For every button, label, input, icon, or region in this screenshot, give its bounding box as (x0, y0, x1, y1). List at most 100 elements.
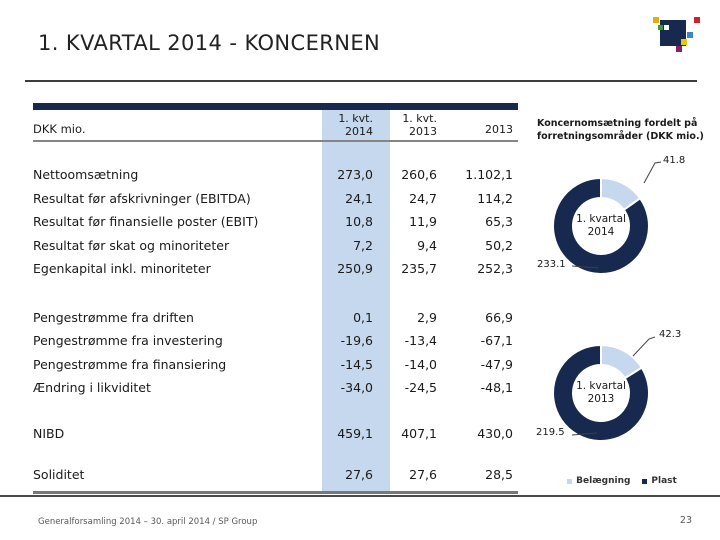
table-top-bar (33, 103, 518, 110)
logo-square-blue (687, 32, 693, 38)
cell-fy-2013: 65,3 (485, 214, 513, 229)
table-row: Ændring i likviditet -34,0 -24,5 -48,1 (33, 380, 518, 396)
chart-legend: Belægning Plast (548, 476, 696, 486)
cell-q1-2013: -14,0 (404, 356, 437, 372)
row-label: Pengestrømme fra finansiering (33, 356, 227, 372)
row-label: Egenkapital inkl. minoriteter (33, 261, 211, 276)
cell-q1-2014: 0,1 (353, 309, 373, 325)
footer-text: Generalforsamling 2014 – 30. april 2014 … (38, 517, 258, 527)
legend-swatch-icon (642, 479, 648, 484)
cell-fy-2013: 252,3 (477, 261, 513, 276)
table-group: Nettoomsætning 273,0 260,6 1.102,1 Resultat … (33, 167, 518, 277)
donut-center-label-2013: 1. kvartal 2013 (576, 380, 626, 405)
cell-fy-2013: -67,1 (480, 333, 513, 348)
financial-table: DKK mio. 1. kvt. 2014 1. kvt. 2013 2013 Ne… (33, 103, 518, 495)
cell-q1-2013: 235,7 (401, 261, 437, 276)
cell-fy-2013: -47,9 (480, 356, 513, 372)
chart-title: Koncernomsætning fordelt på forretningso… (537, 118, 704, 142)
cell-q1-2013: 260,6 (401, 167, 437, 182)
cell-fy-2013: 50,2 (485, 237, 513, 253)
table-row: Resultat før finansielle poster (EBIT) 10… (33, 214, 518, 230)
cell-q1-2013: 2,9 (417, 309, 437, 325)
table-row: Egenkapital inkl. minoriteter 250,9 235,7 2… (33, 261, 518, 277)
table-header-row: DKK mio. 1. kvt. 2014 1. kvt. 2013 2013 (33, 110, 518, 142)
legend-label: Plast (651, 476, 677, 486)
legend-item: Plast (642, 476, 677, 486)
table-group: NIBD 459,1 407,1 430,0 (33, 404, 518, 443)
table-body: Nettoomsætning 273,0 260,6 1.102,1 Resultat … (33, 142, 518, 483)
table-row: Resultat før skat og minoriteter 7,2 9,4 50… (33, 238, 518, 254)
logo-square-white (664, 25, 669, 30)
table-row: Pengestrømme fra finansiering -14,5 -14,0 -… (33, 357, 518, 373)
data-label-belaegning-2014: 41.8 (663, 155, 686, 166)
cell-q1-2014: 7,2 (353, 237, 373, 253)
row-label: Soliditet (33, 467, 85, 482)
logo-square-purple (676, 46, 682, 52)
cell-q1-2014: -19,6 (340, 333, 373, 348)
cell-q1-2014: 250,9 (337, 261, 373, 276)
cell-q1-2014: 273,0 (337, 167, 373, 182)
cell-q1-2013: 11,9 (409, 214, 437, 229)
cell-fy-2013: 66,9 (485, 309, 513, 325)
donut-slice-plast (552, 176, 650, 275)
row-label: Ændring i likviditet (33, 380, 151, 395)
legend-swatch-icon (567, 479, 573, 484)
col-header-q1-2013: 1. kvt. 2013 (402, 112, 437, 138)
table-row: Nettoomsætning 273,0 260,6 1.102,1 (33, 167, 518, 183)
table-row: Resultat før afskrivninger (EBITDA) 24,1 2… (33, 191, 518, 207)
data-label-plast-2014: 233.1 (537, 259, 566, 270)
cell-q1-2013: -13,4 (404, 333, 437, 348)
data-label-belaegning-2013: 42.3 (659, 329, 682, 340)
logo-square-green (658, 25, 663, 30)
table-row: Pengestrømme fra driften 0,1 2,9 66,9 (33, 310, 518, 326)
page-title: 1. KVARTAL 2014 - KONCERNEN (38, 31, 381, 55)
cell-q1-2013: 24,7 (409, 190, 437, 206)
col-header-fy-2013: 2013 (485, 123, 513, 136)
donut-chart-2013 (552, 343, 650, 442)
logo-square-yellow (653, 17, 659, 23)
unit-label: DKK mio. (33, 122, 86, 136)
row-label: Resultat før finansielle poster (EBIT) (33, 214, 259, 229)
cell-q1-2013: -24,5 (404, 380, 437, 395)
logo-square-red (694, 17, 700, 23)
sp-group-logo-icon (648, 12, 708, 58)
cell-q1-2014: -14,5 (340, 356, 373, 372)
donut-slice-plast (552, 343, 650, 442)
data-label-plast-2013: 219.5 (536, 427, 565, 438)
cell-fy-2013: 1.102,1 (465, 167, 513, 182)
cell-fy-2013: 430,0 (477, 426, 513, 441)
legend-label: Belægning (576, 476, 631, 486)
cell-fy-2013: -48,1 (480, 380, 513, 395)
row-label: NIBD (33, 426, 65, 441)
cell-fy-2013: 114,2 (477, 190, 513, 206)
col-header-q1-2014: 1. kvt. 2014 (338, 112, 373, 138)
table-group: Soliditet 27,6 27,6 28,5 (33, 450, 518, 484)
logo-square-yellow2 (681, 39, 687, 45)
page-number: 23 (679, 515, 692, 526)
row-label: Pengestrømme fra investering (33, 333, 223, 348)
table-row: NIBD 459,1 407,1 430,0 (33, 426, 518, 442)
cell-q1-2013: 27,6 (409, 467, 437, 482)
cell-q1-2014: 24,1 (345, 190, 373, 206)
highlight-column-2014 (322, 110, 390, 491)
title-divider (25, 80, 697, 82)
legend-item: Belægning (567, 476, 630, 486)
row-label: Nettoomsætning (33, 167, 139, 182)
cell-q1-2013: 9,4 (417, 237, 437, 253)
table-row: Pengestrømme fra investering -19,6 -13,4 -6… (33, 333, 518, 349)
cell-q1-2013: 407,1 (401, 426, 437, 441)
row-label: Pengestrømme fra driften (33, 309, 194, 325)
table-group: Pengestrømme fra driften 0,1 2,9 66,9 Penges… (33, 285, 518, 397)
footer-divider (0, 495, 720, 497)
cell-q1-2014: 459,1 (337, 426, 373, 441)
table-row: Soliditet 27,6 27,6 28,5 (33, 467, 518, 483)
donut-chart-2014 (552, 176, 650, 275)
row-label: Resultat før afskrivninger (EBITDA) (33, 190, 251, 206)
cell-q1-2014: 27,6 (345, 467, 373, 482)
cell-q1-2014: -34,0 (340, 380, 373, 395)
row-label: Resultat før skat og minoriteter (33, 237, 230, 253)
table-bottom-divider (33, 491, 518, 494)
donut-center-label-2014: 1. kvartal 2014 (576, 213, 626, 238)
cell-fy-2013: 28,5 (485, 467, 513, 482)
